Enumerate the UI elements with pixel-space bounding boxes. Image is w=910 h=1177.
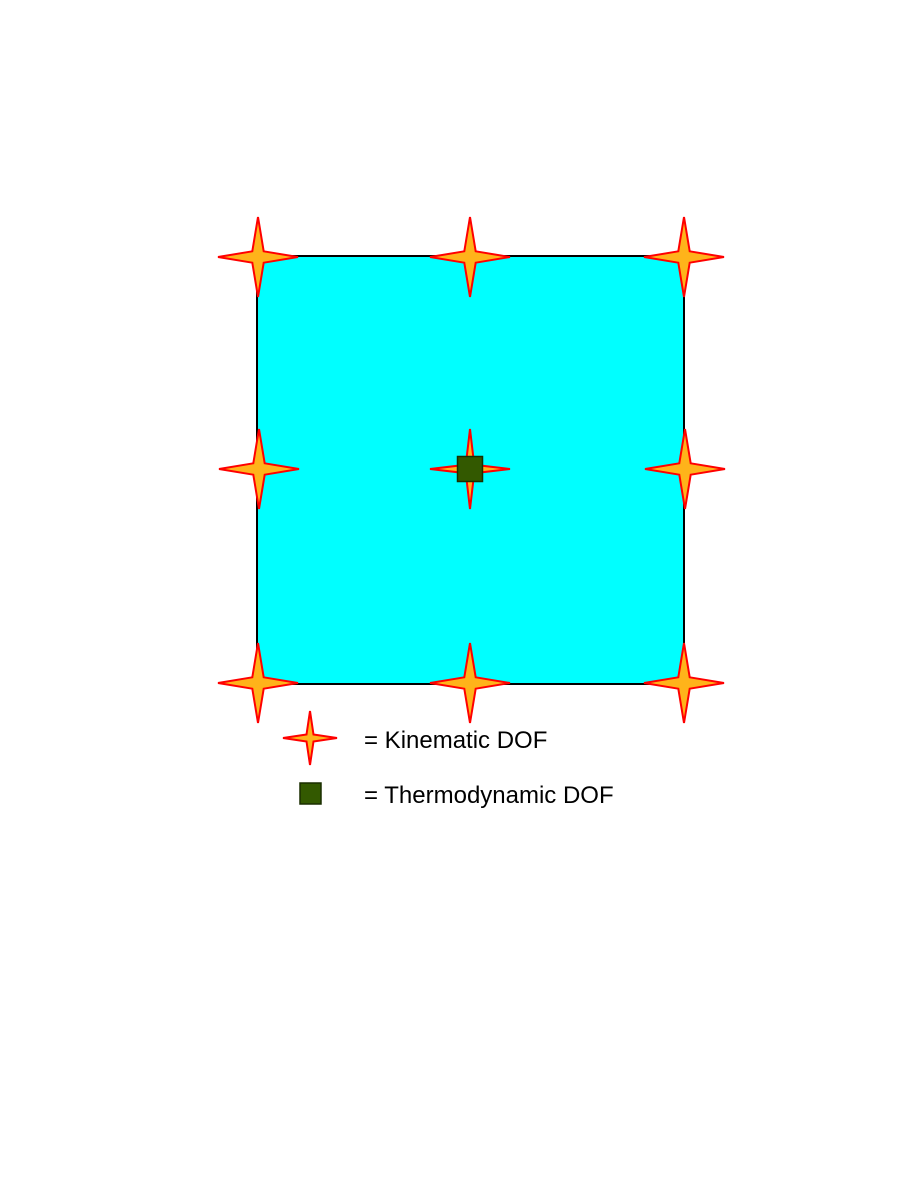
legend-thermodynamic-square-icon [299, 782, 322, 805]
kinematic-dof-star-edge-top-mid [429, 216, 511, 298]
thermodynamic-nodes [456, 455, 484, 483]
legend: = Kinematic DOF = Thermodynamic DOF [282, 710, 614, 809]
thermodynamic-dof-square-center [456, 455, 484, 483]
legend-kinematic-star-icon [282, 710, 338, 766]
kinematic-dof-star-corner-bottom-right [643, 642, 725, 724]
kinematic-dof-star-corner-top-right [643, 216, 725, 298]
legend-thermodynamic-label: = Thermodynamic DOF [364, 782, 614, 809]
legend-kinematic-label: = Kinematic DOF [364, 727, 547, 754]
kinematic-dof-star-corner-bottom-left [217, 642, 299, 724]
kinematic-dof-star-corner-top-left [217, 216, 299, 298]
kinematic-dof-star-edge-right-mid [644, 428, 726, 510]
kinematic-dof-star-edge-bottom-mid [429, 642, 511, 724]
legend-star-shape [282, 710, 338, 766]
kinematic-dof-star-edge-left-mid [218, 428, 300, 510]
